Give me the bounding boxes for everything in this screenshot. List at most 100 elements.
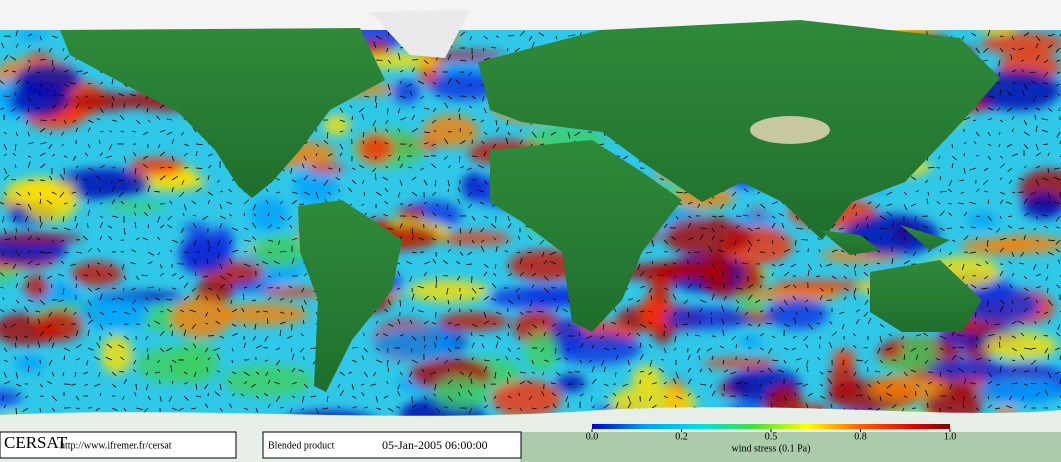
wind-arrow (193, 371, 197, 378)
wind-arrow (516, 251, 521, 254)
wind-arrow (155, 297, 161, 301)
wind-arrow (975, 263, 981, 267)
wind-arrow (51, 94, 57, 97)
wind-arrow (987, 381, 993, 385)
wind-arrow (759, 332, 765, 337)
wind-arrow (802, 383, 809, 387)
wind-arrow (771, 272, 775, 277)
wind-arrow (540, 143, 545, 145)
wind-arrow (537, 310, 545, 313)
wind-arrow (1041, 214, 1049, 217)
wind-arrow (240, 393, 245, 397)
wind-arrow (411, 59, 419, 61)
wind-arrow (111, 215, 118, 218)
wind-arrow (1055, 215, 1061, 222)
wind-arrow (411, 127, 419, 133)
wind-arrow (963, 116, 971, 121)
wind-arrow (399, 179, 403, 186)
wind-arrow (207, 357, 211, 361)
wind-arrow (759, 310, 764, 313)
plateau (750, 116, 830, 144)
wind-arrow (514, 47, 521, 52)
wind-blob (22, 180, 79, 222)
wind-arrow (99, 81, 104, 85)
wind-arrow (471, 55, 473, 61)
wind-arrow (746, 335, 749, 340)
wind-blob (373, 327, 457, 360)
wind-arrow (527, 380, 533, 385)
wind-arrow (867, 383, 871, 388)
wind-arrow (315, 191, 319, 199)
colorbar-tick-label: 0.8 (854, 431, 867, 442)
wind-arrow (722, 261, 725, 265)
wind-arrow (867, 201, 872, 205)
wind-arrow (698, 355, 701, 361)
wind-arrow (601, 359, 605, 366)
wind-arrow (219, 263, 223, 270)
wind-arrow (87, 347, 94, 351)
wind-arrow (947, 188, 953, 193)
wind-arrow (914, 390, 917, 397)
wind-arrow (156, 359, 161, 363)
wind-arrow (1020, 59, 1025, 62)
wind-arrow (51, 104, 57, 109)
wind-arrow (11, 178, 17, 181)
wind-arrow (951, 395, 955, 401)
wind-arrow (267, 212, 270, 217)
wind-arrow (82, 71, 89, 75)
wind-arrow (805, 306, 809, 313)
wind-arrow (14, 164, 17, 169)
wind-blob (9, 83, 70, 117)
wind-arrow (193, 222, 197, 229)
wind-arrow (1035, 107, 1041, 111)
wind-arrow (411, 307, 414, 313)
wind-arrow (1011, 69, 1017, 73)
wind-arrow (696, 347, 701, 354)
wind-arrow (771, 201, 778, 205)
wind-arrow (58, 299, 65, 302)
wind-arrow (987, 309, 992, 313)
wind-arrow (396, 287, 401, 290)
wind-arrow (99, 311, 105, 316)
wind-arrow (135, 275, 140, 281)
wind-arrow (219, 203, 223, 210)
wind-arrow (926, 198, 929, 205)
wind-arrow (1023, 234, 1026, 241)
wind-arrow (1043, 95, 1049, 98)
wind-arrow (120, 201, 125, 205)
wind-arrow (230, 283, 233, 289)
wind-arrow (117, 344, 125, 349)
wind-arrow (806, 365, 809, 373)
wind-arrow (805, 344, 809, 349)
wind-arrow (550, 382, 557, 385)
wind-arrow (195, 294, 200, 301)
wind-arrow (300, 333, 305, 337)
wind-arrow (467, 203, 473, 209)
wind-arrow (433, 295, 437, 301)
wind-arrow (949, 383, 953, 390)
wind-arrow (432, 258, 437, 265)
wind-blob (223, 364, 314, 397)
wind-arrow (195, 395, 202, 398)
wind-arrow (1011, 35, 1014, 40)
wind-arrow (251, 222, 257, 229)
wind-arrow (982, 59, 989, 62)
wind-arrow (326, 395, 329, 402)
wind-arrow (969, 382, 977, 385)
wind-arrow (924, 389, 929, 397)
wind-arrow (987, 117, 993, 121)
wind-arrow (807, 393, 813, 397)
wind-arrow (123, 311, 131, 315)
wind-arrow (274, 381, 281, 385)
wind-arrow (555, 371, 561, 376)
wind-arrow (1044, 347, 1049, 354)
wind-arrow (27, 250, 31, 253)
south-america (298, 200, 402, 392)
wind-arrow (783, 347, 789, 351)
wind-arrow (111, 119, 118, 122)
wind-arrow (687, 215, 692, 218)
wind-arrow (1043, 334, 1049, 337)
colorbar-tick-label: 0.5 (765, 431, 778, 442)
wind-arrow (586, 335, 593, 339)
wind-arrow (216, 179, 221, 183)
